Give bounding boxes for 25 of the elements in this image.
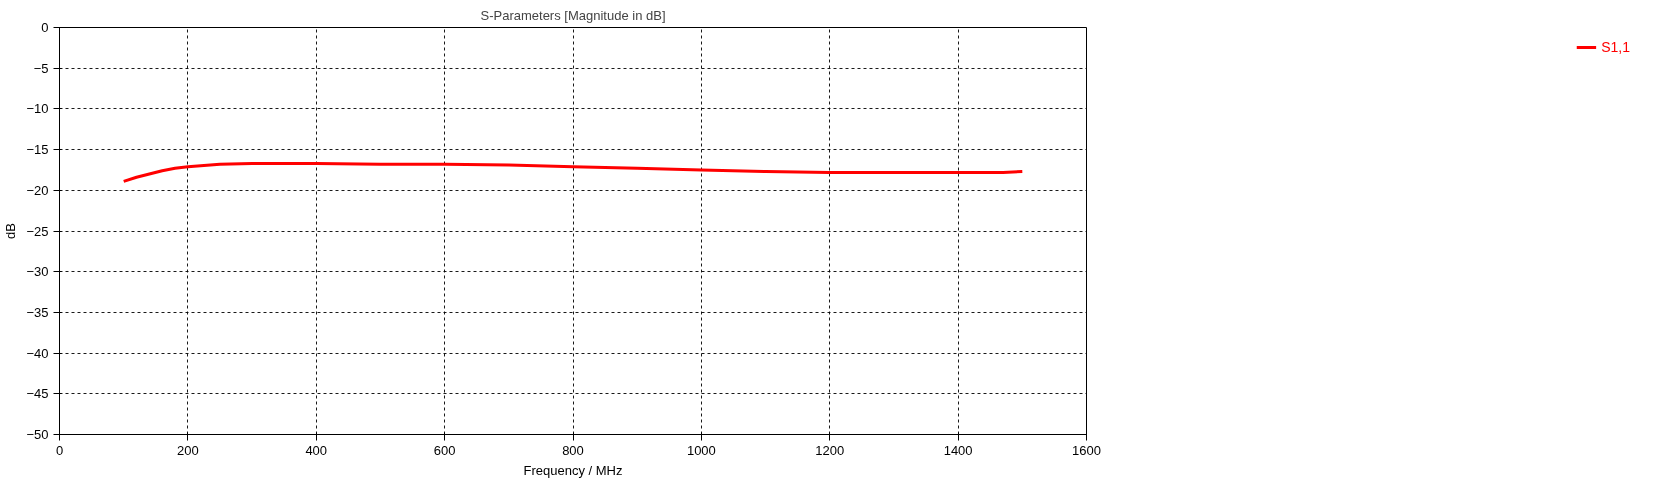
y-tick-label: −20 [26, 182, 49, 198]
chart-title: S-Parameters [Magnitude in dB] [480, 7, 666, 23]
x-axis-title: Frequency / MHz [523, 462, 623, 478]
legend-label: S1,1 [1601, 39, 1630, 55]
x-tick-label: 1600 [1072, 442, 1101, 458]
x-tick-label: 800 [562, 442, 584, 458]
line-series [122, 161, 1024, 183]
x-tick-label: 600 [433, 442, 456, 458]
y-tick-label: −10 [26, 101, 49, 117]
x-tick-label: 0 [55, 442, 64, 458]
y-tick-label: −40 [26, 345, 49, 361]
y-tick-label: 0 [41, 20, 49, 35]
y-tick-label: −25 [26, 223, 49, 239]
x-tick-label: 1400 [943, 442, 973, 458]
x-tick-label: 400 [305, 442, 328, 458]
x-tick-label: 1000 [686, 442, 716, 458]
x-tick-label: 200 [177, 442, 199, 458]
y-tick-label: −15 [26, 142, 49, 158]
y-tick-label: −5 [33, 60, 49, 76]
y-tick-label: −35 [26, 304, 49, 320]
x-tick-label: 1200 [815, 442, 845, 458]
y-tick-label: −50 [26, 427, 49, 442]
y-tick-label: −30 [26, 264, 49, 280]
y-axis-title: dB [3, 223, 19, 239]
y-tick-label: −45 [26, 386, 49, 402]
